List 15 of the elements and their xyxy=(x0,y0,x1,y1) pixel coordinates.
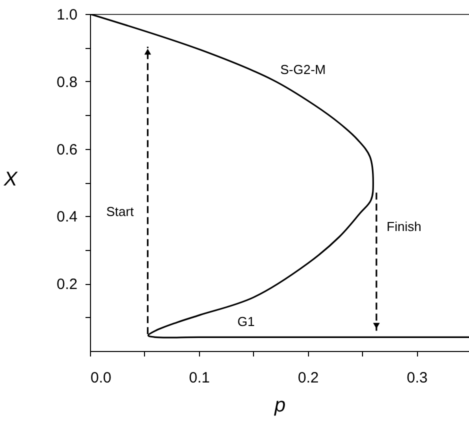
x-axis-title: p xyxy=(273,394,286,416)
x-tick-label: 0.1 xyxy=(188,370,210,386)
annotation: Finish xyxy=(386,219,422,234)
y-tick-label: 0.6 xyxy=(56,141,78,158)
annotation: G1 xyxy=(237,314,255,329)
x-tick-label: 0.3 xyxy=(406,370,428,386)
x-tick-label: 0.0 xyxy=(90,370,112,386)
y-tick-label: 0.4 xyxy=(56,208,78,226)
y-axis-title: X xyxy=(2,168,18,190)
y-tick-label: 0.2 xyxy=(56,276,78,294)
annotation: S-G2-M xyxy=(280,62,326,77)
annotation: Start xyxy=(106,204,134,219)
y-tick-label: 0.8 xyxy=(56,74,78,91)
x-tick-label: 0.2 xyxy=(298,370,319,386)
y-tick-label: 1.0 xyxy=(56,6,78,24)
